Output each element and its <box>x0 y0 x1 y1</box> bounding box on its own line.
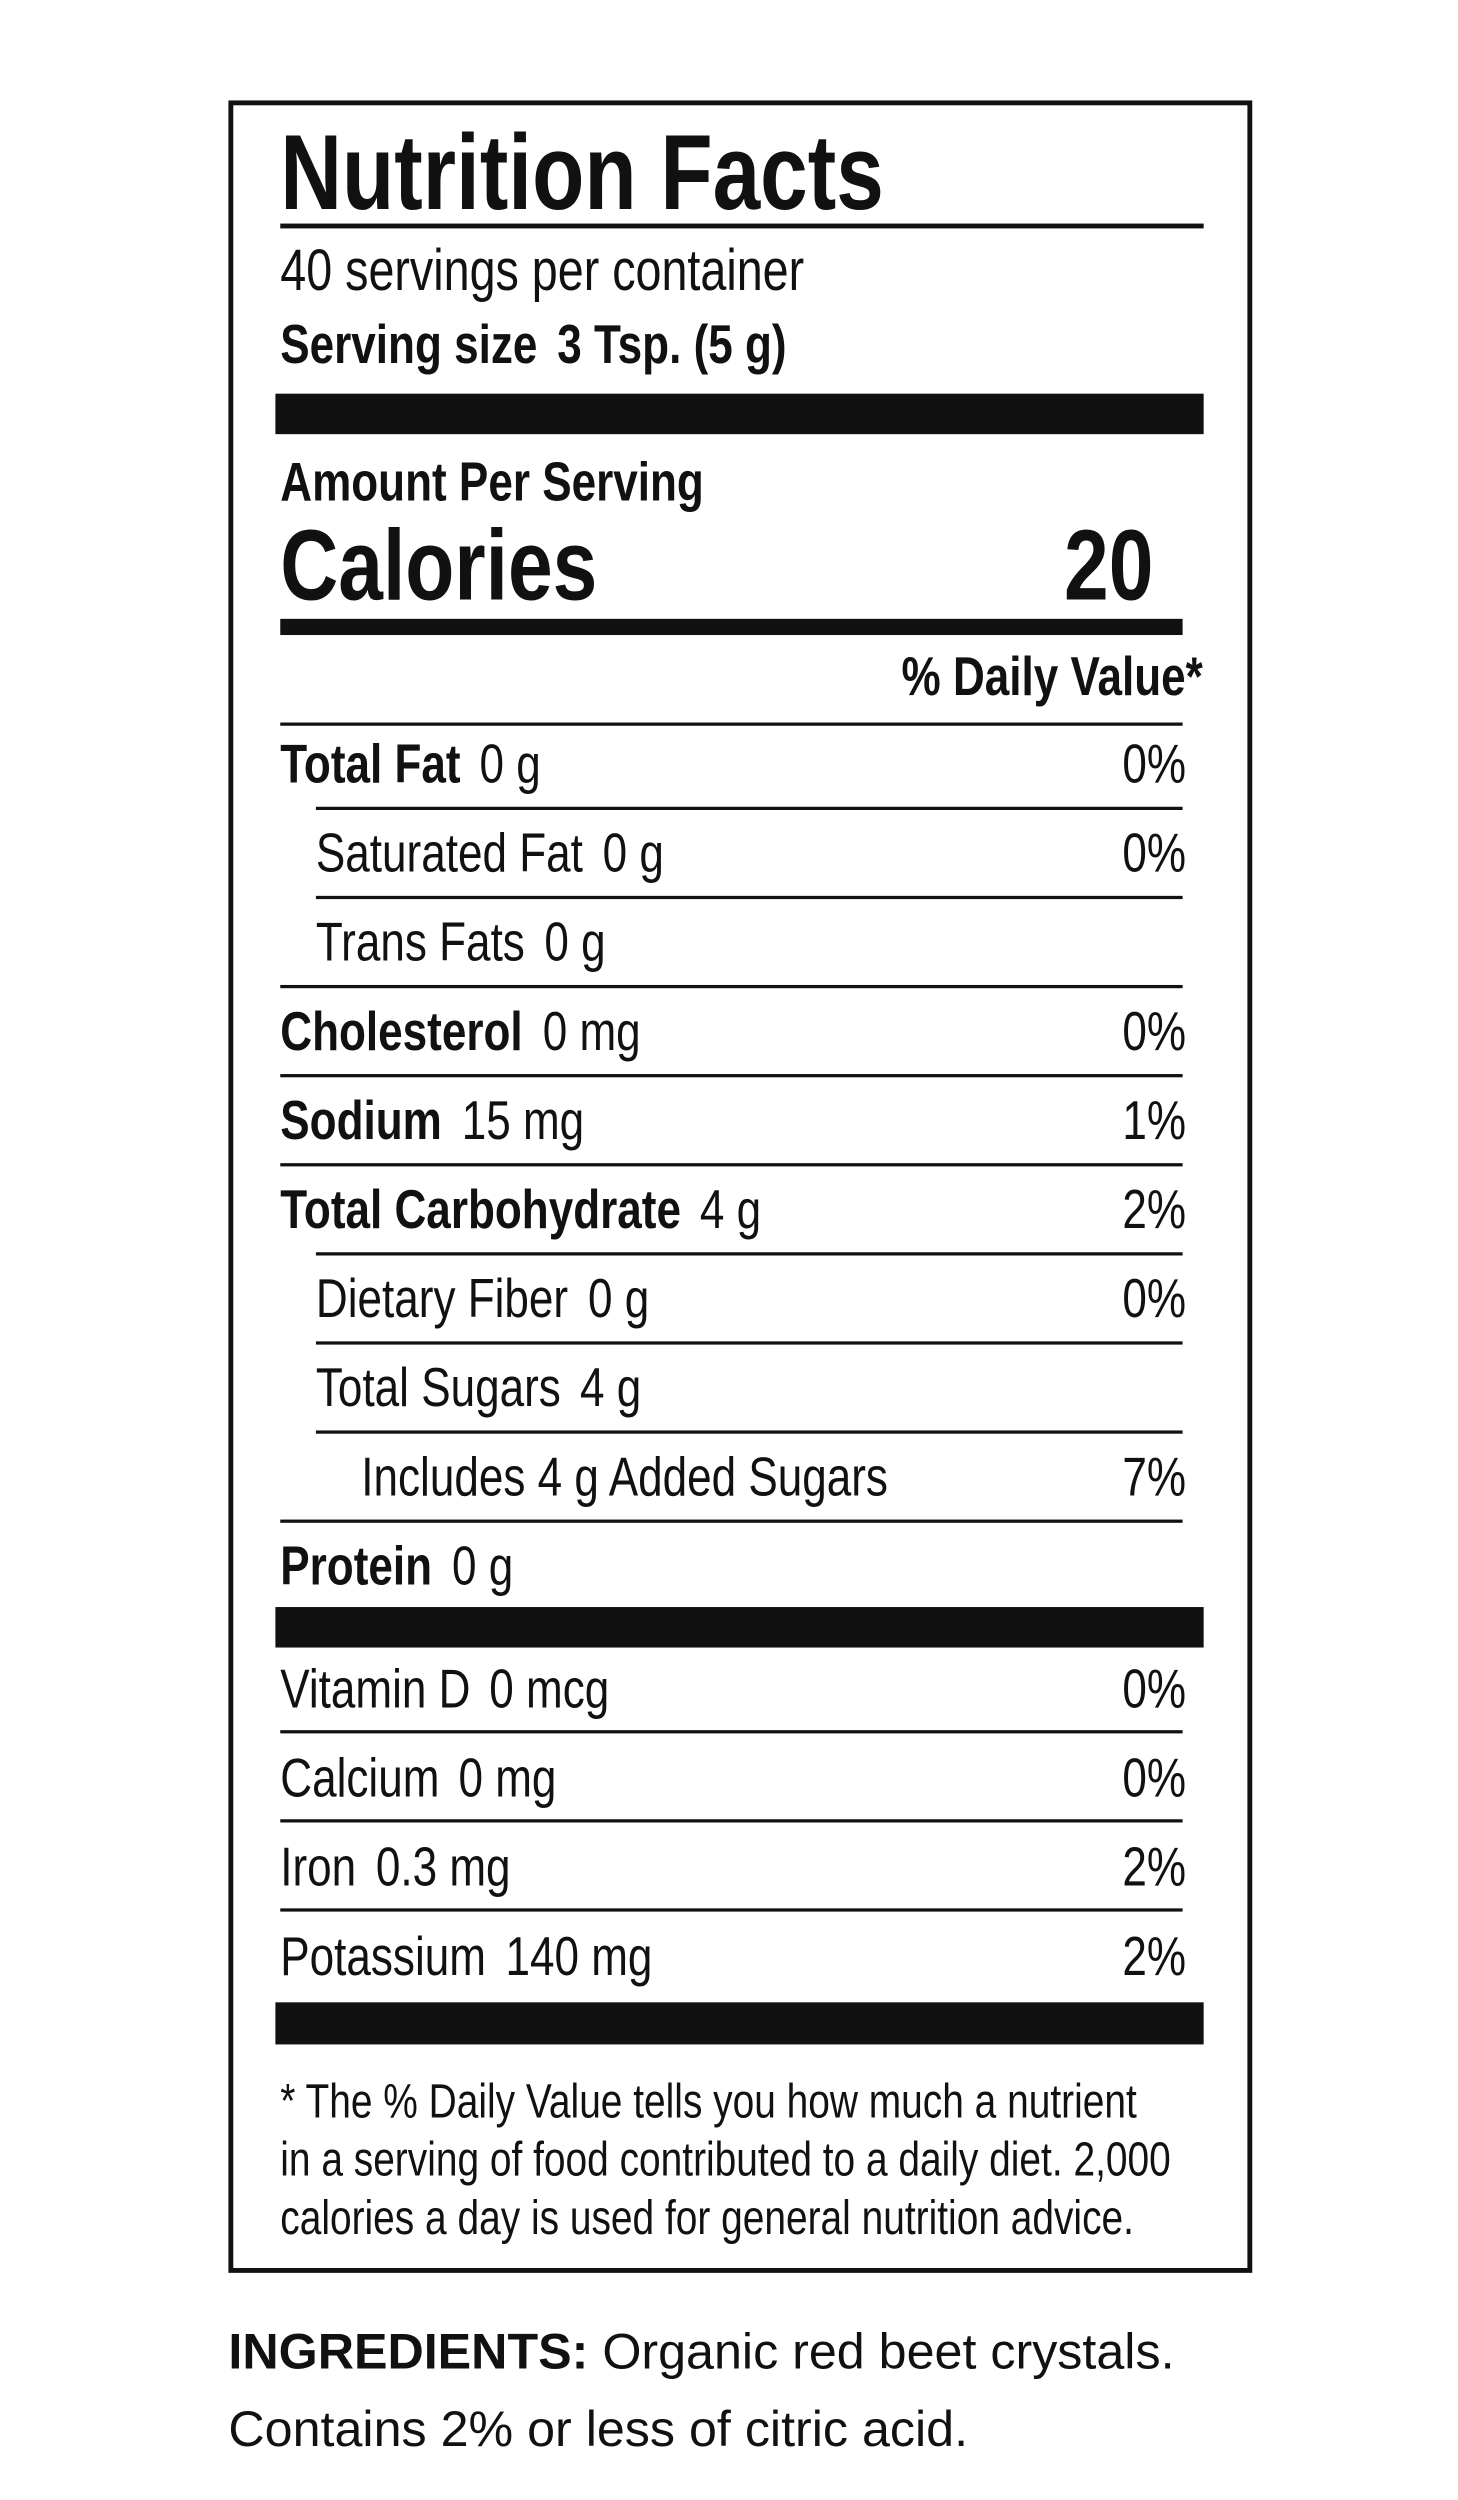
nutrient-name: Iron <box>280 1837 357 1899</box>
nutrient-name: Trans Fats <box>315 912 525 974</box>
daily-value: 0% <box>1122 1001 1186 1063</box>
ingredients-text: Organic red beet crystals. Contains 2% o… <box>228 2323 1175 2458</box>
rule <box>315 1430 1183 1434</box>
nutrient-name: Cholesterol <box>280 1001 523 1063</box>
nutrient-amount: 0 g <box>587 1268 649 1331</box>
nutrient-amount: 0 mcg <box>489 1658 610 1721</box>
daily-value: 0% <box>1122 822 1186 885</box>
rule <box>315 806 1183 810</box>
nutrient-name: Potassium <box>280 1926 486 1988</box>
calories-label: Calories <box>280 510 598 623</box>
nutrient-amount: 0 g <box>544 912 606 974</box>
nutrient-name: Calcium <box>280 1747 440 1810</box>
rule <box>280 1730 1183 1734</box>
daily-value: 2% <box>1122 1179 1186 1241</box>
serving-size: 3 Tsp. (5 g) <box>556 314 787 376</box>
rule <box>280 1908 1183 1912</box>
nutrient-name: Total Carbohydrate <box>280 1179 681 1241</box>
rule <box>280 223 1204 229</box>
thick-bar <box>275 2002 1204 2045</box>
nutrient-name: Includes 4 g Added Sugars <box>361 1446 888 1509</box>
thick-bar <box>275 1607 1204 1648</box>
nutrient-amount: 0 g <box>602 822 664 885</box>
nutrient-amount: 0.3 mg <box>375 1837 511 1899</box>
medium-bar <box>280 618 1183 636</box>
rule <box>280 1819 1183 1823</box>
footnote-line: calories a day is used for general nutri… <box>280 2191 1134 2246</box>
ingredients-label: INGREDIENTS: <box>228 2323 589 2380</box>
daily-value: 0% <box>1122 1268 1186 1331</box>
nutrient-name: Total Fat <box>280 733 461 796</box>
nutrient-amount: 4 g <box>580 1357 642 1420</box>
nutrient-name: Protein <box>280 1535 433 1598</box>
nutrient-name: Dietary Fiber <box>315 1268 569 1331</box>
rule <box>280 1163 1183 1167</box>
rule <box>315 1252 1183 1256</box>
footnote-line: in a serving of food contributed to a da… <box>280 2133 1171 2187</box>
rule <box>280 1519 1183 1523</box>
daily-value: 2% <box>1122 1926 1186 1988</box>
rule <box>280 1074 1183 1078</box>
rule <box>315 1341 1183 1345</box>
nutrient-amount: 15 mg <box>461 1090 584 1152</box>
nutrient-amount: 0 mg <box>542 1001 641 1063</box>
nutrient-amount: 0 g <box>480 733 542 796</box>
nutrient-amount: 0 g <box>451 1535 513 1598</box>
nutrient-name: Sodium <box>280 1090 442 1152</box>
nutrient-amount: 140 mg <box>505 1926 653 1988</box>
calories-value: 20 <box>1064 510 1154 623</box>
nutrient-amount: 4 g <box>700 1179 762 1241</box>
ingredients: INGREDIENTS: Organic red beet crystals. … <box>228 2313 1281 2469</box>
nutrient-amount: 0 mg <box>458 1747 557 1810</box>
rule <box>315 895 1183 900</box>
daily-value-header: % Daily Value* <box>900 646 1203 708</box>
rule <box>280 722 1183 726</box>
daily-value: 0% <box>1122 1747 1186 1810</box>
rule <box>280 984 1183 989</box>
nutrient-name: Saturated Fat <box>315 822 583 885</box>
label-border <box>228 100 1253 2273</box>
thick-bar <box>275 393 1204 435</box>
daily-value: 2% <box>1122 1837 1186 1899</box>
daily-value: 7% <box>1122 1446 1186 1509</box>
serving-size-label: Serving size <box>280 314 538 376</box>
nutrient-name: Total Sugars <box>315 1357 561 1420</box>
title: Nutrition Facts <box>280 111 884 232</box>
daily-value: 1% <box>1122 1090 1186 1152</box>
servings: 40 servings per container <box>280 236 805 303</box>
footnote-line: * The % Daily Value tells you how much a… <box>280 2075 1137 2129</box>
daily-value: 0% <box>1122 733 1186 796</box>
amount-per-serving: Amount Per Serving <box>280 451 704 514</box>
daily-value: 0% <box>1122 1658 1186 1721</box>
nutrient-name: Vitamin D <box>280 1658 471 1721</box>
